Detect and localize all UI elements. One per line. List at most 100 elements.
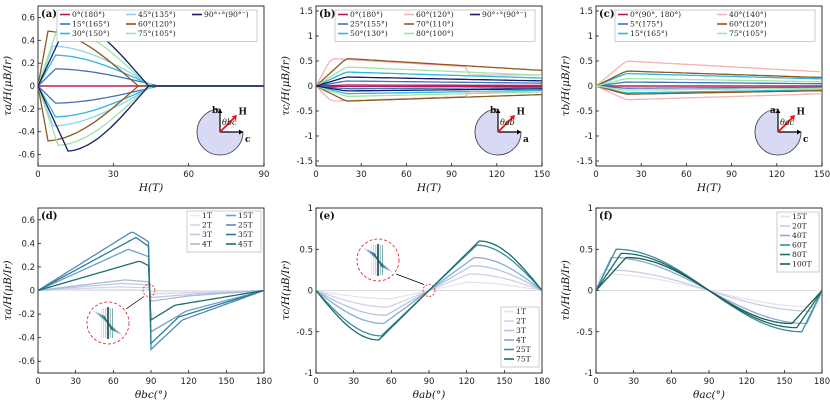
y-tick-label: 0 <box>308 287 313 297</box>
panel-f: 0 30 60 90 120 150 180 -1 -0.5 0 0.5 1 θac(°) τb/H(μB… <box>560 204 830 401</box>
y-tick-label: 0 <box>588 82 593 92</box>
y-tick-label: 0 <box>30 287 35 297</box>
x-tick-label: 90 <box>446 170 457 180</box>
legend-entry: 25T <box>226 221 253 230</box>
x-tick-label: 90 <box>259 170 270 180</box>
y-tick-label: 0.5 <box>579 245 593 255</box>
inset-field-arrowhead <box>231 115 237 121</box>
x-tick-label: 0 <box>313 170 318 180</box>
y-tick-label: -1.5 <box>576 157 593 167</box>
series-line-4T <box>38 279 264 302</box>
y-tick-label: 0.2 <box>21 263 35 273</box>
legend-label: 20T <box>792 222 807 231</box>
legend-label: 0°(90°, 180°) <box>630 10 681 19</box>
zoom-pointer <box>395 273 425 285</box>
y-tick-label: 0 <box>308 82 313 92</box>
legend-entry: 90°⁺°(90°⁻) <box>470 10 527 19</box>
x-tick-label: 90 <box>146 377 157 387</box>
panel-e: 0 30 60 90 120 150 180 -1 -0.5 0 0.5 1 θab(°) τc/H(μB… <box>280 204 550 401</box>
legend-entry: 5°(175°) <box>618 20 663 29</box>
inset-right-arrow <box>239 129 243 135</box>
x-tick-label: 60 <box>108 377 119 387</box>
y-tick-label: 1 <box>308 204 313 214</box>
inset-angle-label: θac <box>780 118 795 127</box>
legend-label: 25°(155°) <box>350 20 388 29</box>
legend-label: 75°(105°) <box>138 29 176 38</box>
legend-label: 80°(100°) <box>416 29 454 38</box>
legend-entry: 80T <box>780 250 807 259</box>
x-tick-label: 120 <box>739 377 755 387</box>
legend-label: 75°(105°) <box>729 29 767 38</box>
legend-entry: 15T <box>780 212 807 221</box>
series-line-neg-15°(165°) <box>38 85 264 104</box>
x-axis-label: θab(°) <box>413 389 446 401</box>
zoom-marker <box>142 284 156 297</box>
y-tick-label: -0.5 <box>576 107 593 117</box>
legend-entry: 2T <box>504 317 526 326</box>
x-tick-label: 120 <box>459 377 475 387</box>
series-line-neg-5°(175°) <box>596 85 822 89</box>
legend-box <box>56 9 258 42</box>
x-tick-label: 60 <box>666 377 677 387</box>
y-tick-label: 0.5 <box>299 57 313 67</box>
panel-a: 0 30 60 90 -0.6 -0.4 -0.2 0 0.2 0.4 0.6 H(T) τa/H(μB… <box>2 5 270 194</box>
series-line-35T <box>38 236 264 345</box>
legend-label: 100T <box>792 260 812 269</box>
inset-up-arrow <box>775 109 781 113</box>
series-line-neg-40°(140°) <box>596 85 822 101</box>
series-line-0°(180°) <box>316 84 542 87</box>
legend-entry: 15°(165°) <box>618 29 668 38</box>
x-tick-label: 30 <box>348 377 359 387</box>
legend-entry: 60°(120°) <box>717 20 767 29</box>
x-tick-label: 150 <box>496 377 512 387</box>
series-line-neg-30°(150°) <box>38 85 264 118</box>
legend-label: 90°⁺°(90°⁻) <box>482 10 527 19</box>
x-tick-label: 180 <box>534 377 550 387</box>
legend-label: 60°(120°) <box>416 10 454 19</box>
legend-entry: 35T <box>226 230 253 239</box>
panel-label: (c) <box>599 9 615 20</box>
series-line-neg-80°(100°) <box>316 85 542 98</box>
legend-entry: 60°(120°) <box>404 10 454 19</box>
y-tick-label: -0.4 <box>18 334 35 344</box>
legend-label: 15°(165°) <box>72 20 110 29</box>
y-tick-label: 0.6 <box>21 13 35 23</box>
x-tick-label: 90 <box>424 377 435 387</box>
legend-entry: 15T <box>226 211 253 220</box>
inset-field-label: H <box>797 107 806 117</box>
x-tick-label: 60 <box>183 170 194 180</box>
series-line-30°(150°) <box>38 54 264 87</box>
inset-field-arrowhead <box>509 115 515 121</box>
legend-entry: 60°(120°) <box>126 20 176 29</box>
x-tick-label: 150 <box>814 170 830 180</box>
y-axis-label: τb/H(μB/Ir) <box>560 56 572 117</box>
x-tick-label: 30 <box>636 170 647 180</box>
series-line-50°(130°) <box>316 71 542 87</box>
y-tick-label: 0.6 <box>21 216 35 226</box>
inset-field-arrow <box>497 114 516 133</box>
y-axis-label: τc/H(μB/Ir) <box>280 261 292 321</box>
inset-up-arrow <box>217 109 223 113</box>
inset-field-arrowhead <box>789 115 795 121</box>
legend-entry: 45°(135°) <box>126 10 176 19</box>
legend-entry: 15°(165°) <box>60 20 110 29</box>
y-tick-label: 1 <box>588 32 593 42</box>
legend-label: 3T <box>516 326 526 335</box>
legend-entry: 75°(105°) <box>126 29 176 38</box>
series-line-45T <box>38 260 264 322</box>
y-tick-label: -1.5 <box>296 157 313 167</box>
series-line-75°(105°) <box>596 77 822 87</box>
legend-box <box>776 211 820 273</box>
panel-b: 0 30 60 90 120 150 -1.5 -1 -0.5 0 0.5 1 1.5 H(T) τc/H(… <box>280 5 550 194</box>
y-tick-label: -0.5 <box>296 328 313 338</box>
legend-label: 4T <box>202 240 212 249</box>
y-tick-label: 0.4 <box>21 239 35 249</box>
series-line-neg-90°⁺°(90°⁻) <box>38 85 264 152</box>
panel-label: (a) <box>41 9 57 20</box>
series-line-5°(175°) <box>596 81 822 87</box>
series-group <box>316 240 542 341</box>
x-tick-label: 180 <box>814 377 830 387</box>
x-tick-label: 60 <box>401 170 412 180</box>
legend-entry: 100T <box>780 260 812 269</box>
